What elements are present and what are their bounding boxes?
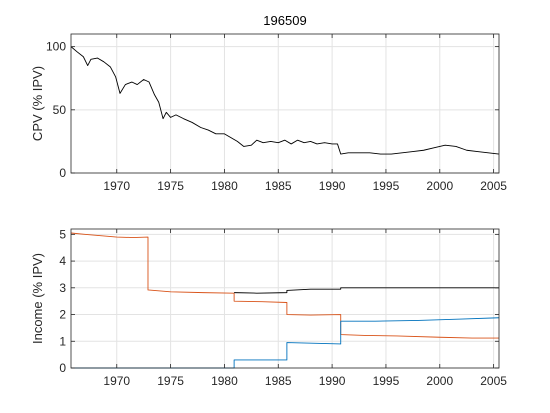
x-tick-label: 1990: [319, 179, 346, 193]
x-tick-label: 1995: [373, 179, 400, 193]
y-tick-label: 2: [59, 308, 66, 322]
y-tick-label: 5: [59, 227, 66, 241]
plot-area: [71, 34, 499, 173]
y-tick-label: 0: [59, 166, 66, 180]
series-line-1: [70, 232, 499, 339]
x-tick-label: 1990: [319, 374, 346, 388]
series-line-2: [71, 317, 500, 369]
x-tick-label: 1985: [265, 374, 292, 388]
x-tick-label: 1980: [211, 179, 238, 193]
x-tick-label: 1970: [103, 374, 130, 388]
x-tick-label: 2000: [426, 374, 453, 388]
plot-area: [71, 229, 499, 368]
x-tick-label: 1975: [157, 374, 184, 388]
x-tick-label: 1985: [265, 179, 292, 193]
chart-panel-2: 1970 1975 1980 1985 1990 1995 2000 2005 0 1 2 3 4 5 In…: [30, 227, 507, 388]
y-tick-label: 4: [59, 254, 66, 268]
axes-box: [70, 33, 500, 174]
y-axis-label: CPV (% IPV): [30, 66, 45, 141]
y-tick-label: 0: [59, 361, 66, 375]
x-tick-label: 1995: [373, 374, 400, 388]
y-tick-label: 3: [59, 281, 66, 295]
chart-panel-1: 1970 1975 1980 1985 1990 1995 2000 2005 0 50 100 19…: [30, 13, 507, 193]
axes-box: [70, 228, 500, 369]
series-line-1: [70, 46, 500, 155]
x-tick-label: 1975: [157, 179, 184, 193]
series-line-3: [234, 287, 499, 294]
x-tick-label: 2000: [426, 179, 453, 193]
y-axis-label: Income (% IPV): [30, 253, 45, 344]
x-tick-label: 1970: [103, 179, 130, 193]
y-tick-label: 100: [46, 40, 66, 54]
x-tick-label: 2005: [480, 179, 507, 193]
x-tick-label: 1980: [211, 374, 238, 388]
chart-title: 196509: [263, 13, 306, 28]
y-tick-label: 1: [59, 334, 66, 348]
y-tick-label: 50: [53, 103, 67, 117]
x-tick-label: 2005: [480, 374, 507, 388]
